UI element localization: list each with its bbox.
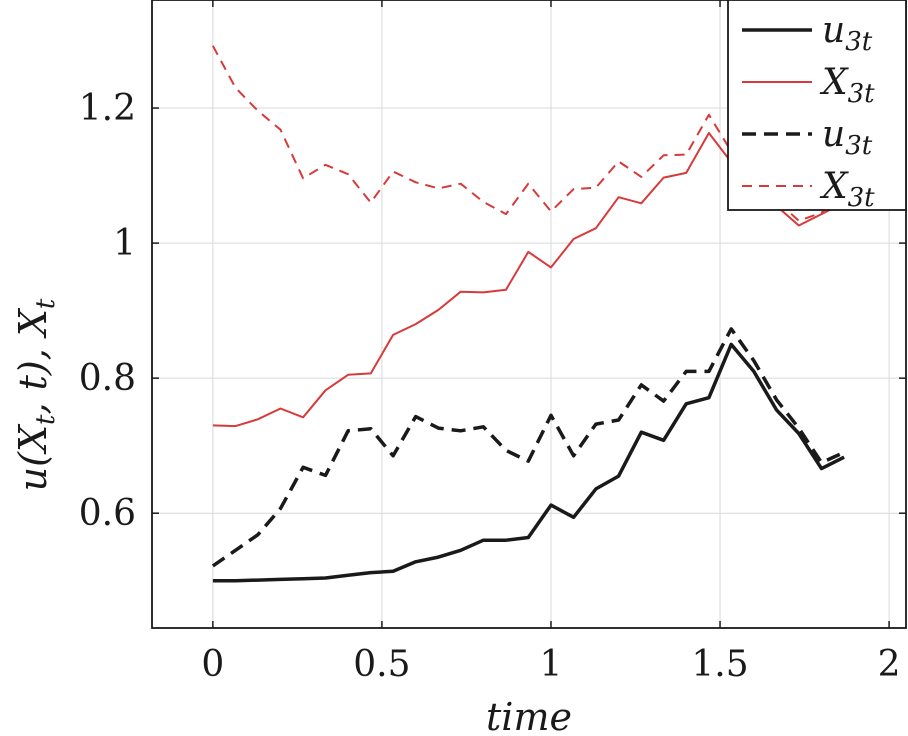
x-tick-label: 1.5: [691, 644, 748, 685]
y-tick-label: 1: [113, 223, 136, 264]
x-tick-label: 1: [540, 644, 563, 685]
x-tick-label: 0: [201, 644, 224, 685]
y-axis-label-sub-1: t: [31, 414, 61, 425]
series-line-1: [212, 342, 845, 583]
legend-label-3: u3t: [822, 114, 873, 161]
series-line-3: [211, 327, 845, 568]
legend: u3t X3t u3t X3t: [727, 0, 907, 213]
x-tick-label: 0.5: [353, 644, 410, 685]
tick-layer: 0 0.5 1 1.5 2 0.6 0.8 1 1.2: [79, 0, 906, 685]
series-line-4: [212, 45, 845, 222]
y-axis-label: u(Xt, t), Xt: [11, 298, 61, 491]
y-axis-label-main: u(X: [11, 423, 55, 491]
legend-box: [727, 0, 907, 211]
y-tick-label: 0.6: [79, 493, 136, 534]
plot-frame: [151, 0, 907, 629]
y-axis-label-mid: , t), X: [11, 307, 55, 414]
legend-label-4: X3t: [819, 166, 875, 213]
y-tick-label: 0.8: [79, 358, 136, 399]
legend-label-1: u3t: [822, 10, 873, 57]
legend-label-2: X3t: [819, 62, 875, 109]
x-axis-label: time: [486, 695, 572, 736]
y-tick-label: 1.2: [79, 88, 136, 129]
y-axis-label-sub-2: t: [31, 298, 61, 309]
x-tick-label: 2: [878, 644, 901, 685]
